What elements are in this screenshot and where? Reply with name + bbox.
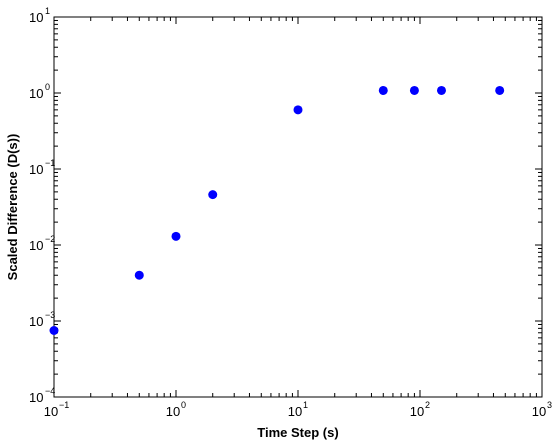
- y-tick-label-base: 10: [29, 314, 43, 329]
- x-axis-label: Time Step (s): [257, 425, 338, 440]
- y-tick-label-exp: 0: [45, 82, 50, 92]
- x-tick-label-exp: 2: [425, 400, 430, 410]
- y-tick-label: 10 −1: [29, 158, 55, 177]
- data-point: [208, 190, 218, 200]
- y-tick-label-exp: 1: [45, 6, 50, 16]
- y-tick-label-exp: −2: [45, 234, 55, 244]
- x-tick-label-base: 10: [532, 404, 546, 419]
- x-tick-label-base: 10: [44, 404, 58, 419]
- x-tick-label-exp: 1: [303, 400, 308, 410]
- data-point: [378, 85, 388, 95]
- plot-area: [53, 16, 543, 398]
- x-tick-label: 10 −1: [44, 400, 70, 419]
- y-tick-label: 10 −2: [29, 234, 55, 253]
- y-tick-label-exp: −4: [45, 386, 55, 396]
- y-tick-label-base: 10: [29, 162, 43, 177]
- y-tick-label: 10 −4: [29, 386, 55, 405]
- x-tick-label: 10 3: [532, 400, 552, 419]
- x-tick-label-base: 10: [166, 404, 180, 419]
- x-tick-label-exp: 0: [181, 400, 186, 410]
- x-tick-label-base: 10: [410, 404, 424, 419]
- data-point: [49, 325, 59, 335]
- x-tick-label-base: 10: [288, 404, 302, 419]
- y-tick-label-exp: −3: [45, 310, 55, 320]
- y-tick-label: 10 1: [29, 6, 50, 25]
- y-tick-label-base: 10: [29, 390, 43, 405]
- x-tick-label: 10 0: [166, 400, 186, 419]
- x-tick-label: 10 2: [410, 400, 430, 419]
- y-tick-label-base: 10: [29, 238, 43, 253]
- y-axis-label: Scaled Difference (D(s)): [5, 134, 20, 281]
- x-tick-label-exp: 3: [547, 400, 552, 410]
- y-tick-label: 10 −3: [29, 310, 55, 329]
- x-tick-label-exp: −1: [59, 400, 69, 410]
- x-tick-label: 10 1: [288, 400, 308, 419]
- data-points: [49, 85, 505, 335]
- data-point: [171, 231, 181, 241]
- data-point: [495, 85, 505, 95]
- x-tick-labels: 10 −1 10 0 10 1 10 2 10 3: [44, 400, 552, 419]
- data-point: [293, 105, 303, 115]
- y-tick-label: 10 0: [29, 82, 50, 101]
- y-tick-label-base: 10: [29, 10, 43, 25]
- data-point: [436, 85, 446, 95]
- y-tick-label-base: 10: [29, 86, 43, 101]
- y-tick-label-exp: −1: [45, 158, 55, 168]
- axis-ticks: [53, 16, 543, 398]
- data-point: [134, 270, 144, 280]
- data-point: [409, 85, 419, 95]
